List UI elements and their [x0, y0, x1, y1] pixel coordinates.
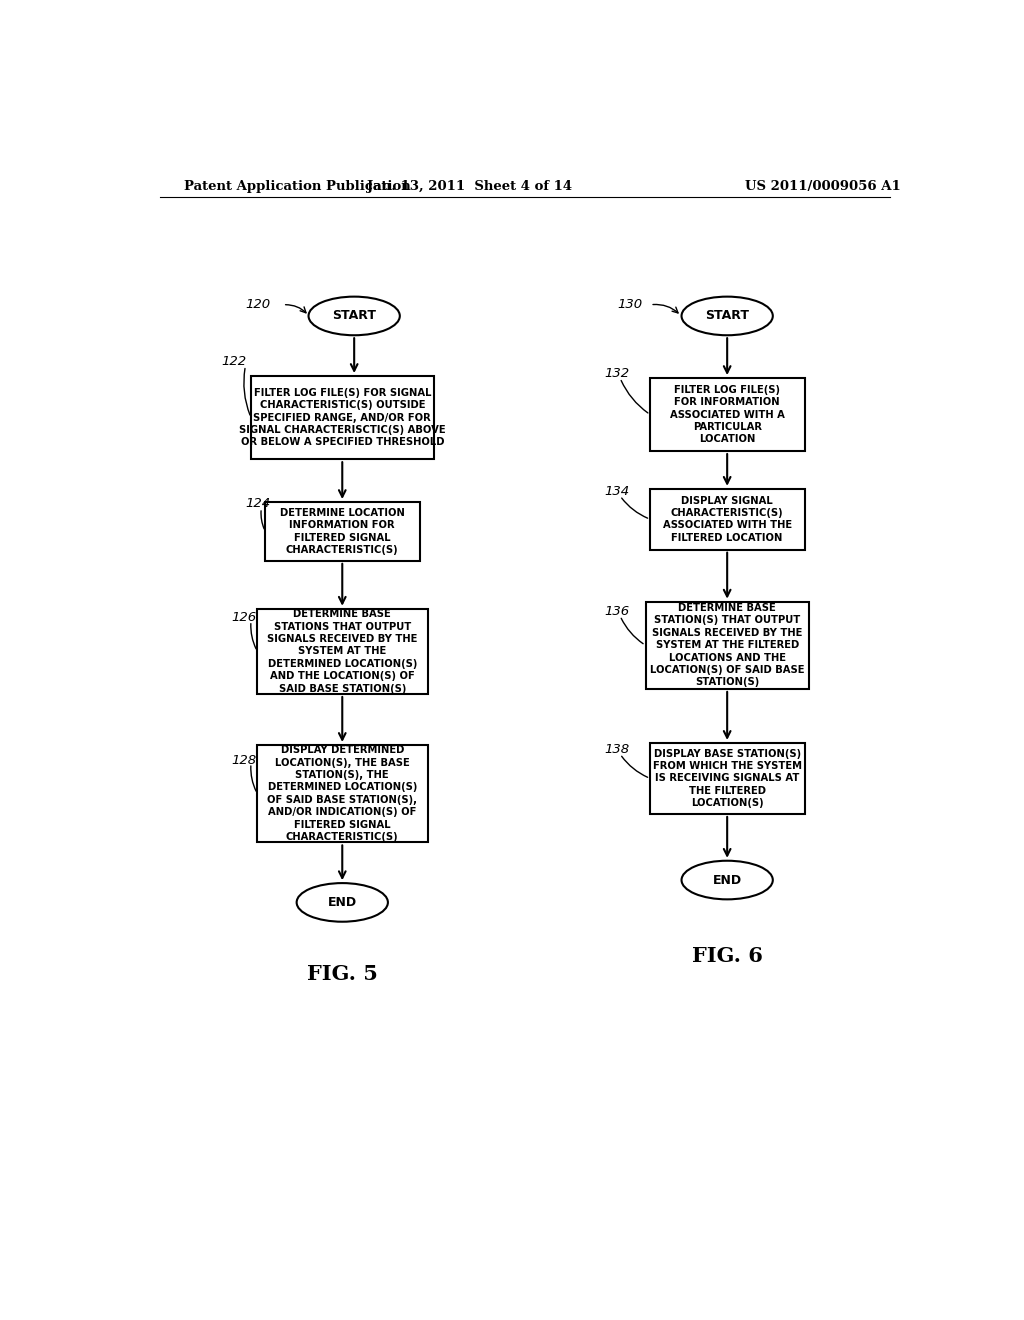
Ellipse shape [682, 297, 773, 335]
Text: DISPLAY DETERMINED
LOCATION(S), THE BASE
STATION(S), THE
DETERMINED LOCATION(S)
: DISPLAY DETERMINED LOCATION(S), THE BASE… [267, 746, 417, 842]
Ellipse shape [297, 883, 388, 921]
Text: DISPLAY BASE STATION(S)
FROM WHICH THE SYSTEM
IS RECEIVING SIGNALS AT
THE FILTER: DISPLAY BASE STATION(S) FROM WHICH THE S… [652, 748, 802, 808]
Text: START: START [332, 309, 376, 322]
Text: 130: 130 [617, 298, 643, 312]
Text: 120: 120 [246, 298, 270, 312]
Text: 136: 136 [604, 605, 630, 618]
Bar [650, 378, 805, 451]
Text: US 2011/0009056 A1: US 2011/0009056 A1 [744, 181, 900, 193]
Bar [251, 376, 433, 459]
Ellipse shape [682, 861, 773, 899]
Text: FILTER LOG FILE(S) FOR SIGNAL
CHARACTERISTIC(S) OUTSIDE
SPECIFIED RANGE, AND/OR : FILTER LOG FILE(S) FOR SIGNAL CHARACTERI… [239, 388, 445, 447]
Text: DETERMINE LOCATION
INFORMATION FOR
FILTERED SIGNAL
CHARACTERISTIC(S): DETERMINE LOCATION INFORMATION FOR FILTE… [280, 508, 404, 554]
Text: 134: 134 [604, 486, 630, 498]
Text: DETERMINE BASE
STATION(S) THAT OUTPUT
SIGNALS RECEIVED BY THE
SYSTEM AT THE FILT: DETERMINE BASE STATION(S) THAT OUTPUT SI… [650, 603, 805, 688]
Bar [257, 744, 428, 842]
Bar [650, 488, 805, 549]
Bar [257, 609, 428, 694]
Text: END: END [713, 874, 741, 887]
Text: END: END [328, 896, 356, 909]
Text: FIG. 5: FIG. 5 [307, 964, 378, 983]
Text: Patent Application Publication: Patent Application Publication [183, 181, 411, 193]
Text: 126: 126 [231, 611, 256, 624]
Text: Jan. 13, 2011  Sheet 4 of 14: Jan. 13, 2011 Sheet 4 of 14 [367, 181, 571, 193]
Text: 138: 138 [604, 743, 630, 756]
Text: 132: 132 [604, 367, 630, 380]
Text: DETERMINE BASE
STATIONS THAT OUTPUT
SIGNALS RECEIVED BY THE
SYSTEM AT THE
DETERM: DETERMINE BASE STATIONS THAT OUTPUT SIGN… [267, 609, 418, 693]
Bar [650, 743, 805, 814]
Text: 122: 122 [221, 355, 247, 368]
Text: START: START [706, 309, 750, 322]
Text: 128: 128 [231, 754, 256, 767]
Text: DISPLAY SIGNAL
CHARACTERISTIC(S)
ASSOCIATED WITH THE
FILTERED LOCATION: DISPLAY SIGNAL CHARACTERISTIC(S) ASSOCIA… [663, 495, 792, 543]
Text: FILTER LOG FILE(S)
FOR INFORMATION
ASSOCIATED WITH A
PARTICULAR
LOCATION: FILTER LOG FILE(S) FOR INFORMATION ASSOC… [670, 384, 784, 445]
Bar [646, 602, 809, 689]
Bar [265, 502, 420, 561]
Ellipse shape [308, 297, 399, 335]
Text: 124: 124 [246, 498, 270, 511]
Text: FIG. 6: FIG. 6 [692, 946, 763, 966]
